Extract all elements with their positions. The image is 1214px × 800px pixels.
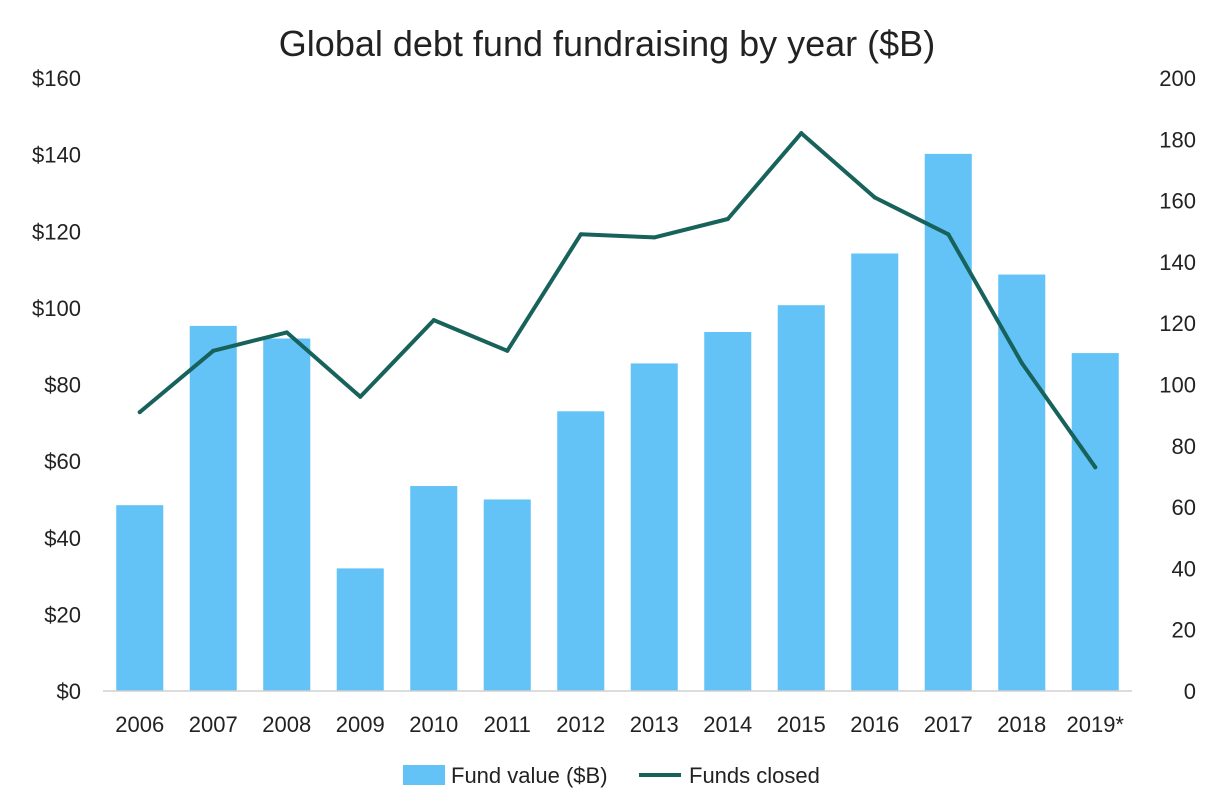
x-axis-ticks: 2006 2007 2008 2009 2010 2011 2012 2013 2014 2015… <box>115 712 1124 737</box>
bar-2018 <box>998 274 1046 691</box>
left-axis-ticks: $0 $20 $40 $60 $80 $100 $120 $140 $160 <box>32 66 81 704</box>
bar-2014 <box>704 332 752 691</box>
right-axis-ticks: 0 20 40 60 80 100 120 140 160 180 200 <box>1159 66 1196 704</box>
right-tick-label: 60 <box>1172 495 1196 520</box>
bar-2008 <box>263 338 311 691</box>
funds-closed-point-2006 <box>137 410 142 415</box>
left-tick-label: $80 <box>44 373 81 398</box>
x-tick-label: 2011 <box>484 712 531 737</box>
funds-closed-point-2015 <box>799 131 804 136</box>
funds-closed-point-2018 <box>1019 361 1024 366</box>
left-tick-label: $160 <box>32 66 81 91</box>
funds-closed-point-2010 <box>431 318 436 323</box>
bar-series <box>116 153 1119 691</box>
bar-2009 <box>336 568 384 691</box>
bar-2013 <box>630 363 678 691</box>
funds-closed-point-2013 <box>652 235 657 240</box>
x-tick-label: 2016 <box>850 712 899 737</box>
legend: Fund value ($B) Funds closed <box>403 763 820 788</box>
funds-closed-point-2011 <box>505 348 510 353</box>
left-tick-label: $20 <box>44 602 81 627</box>
funds-closed-point-2017 <box>946 232 951 237</box>
chart-title: Global debt fund fundraising by year ($B… <box>279 23 935 64</box>
right-tick-label: 100 <box>1159 373 1196 398</box>
bar-2012 <box>557 411 605 691</box>
x-tick-label: 2015 <box>777 712 826 737</box>
x-tick-label: 2017 <box>924 712 973 737</box>
left-tick-label: $120 <box>32 219 81 244</box>
x-tick-label: 2009 <box>336 712 385 737</box>
x-tick-label: 2013 <box>630 712 679 737</box>
x-tick-label: 2012 <box>556 712 605 737</box>
bar-2017 <box>924 153 972 691</box>
x-tick-label: 2018 <box>997 712 1046 737</box>
left-tick-label: $100 <box>32 296 81 321</box>
right-tick-label: 40 <box>1172 556 1196 581</box>
right-tick-label: 80 <box>1172 434 1196 459</box>
bar-2019 <box>1071 353 1119 691</box>
funds-closed-point-2016 <box>872 195 877 200</box>
bar-2011 <box>483 499 531 691</box>
legend-line-label: Funds closed <box>689 763 820 788</box>
left-tick-label: $40 <box>44 526 81 551</box>
funds-closed-line <box>137 131 1098 470</box>
x-tick-label: 2019* <box>1066 712 1124 737</box>
legend-bar-swatch <box>403 765 445 785</box>
right-tick-label: 20 <box>1172 618 1196 643</box>
line-series <box>137 131 1098 470</box>
funds-closed-point-2014 <box>725 216 730 221</box>
right-tick-label: 120 <box>1159 311 1196 336</box>
left-tick-label: $60 <box>44 449 81 474</box>
right-tick-label: 140 <box>1159 250 1196 275</box>
bar-2007 <box>189 325 237 691</box>
left-tick-label: $0 <box>57 679 81 704</box>
right-tick-label: 180 <box>1159 127 1196 152</box>
x-tick-label: 2014 <box>703 712 752 737</box>
x-tick-label: 2007 <box>189 712 238 737</box>
right-tick-label: 0 <box>1184 679 1196 704</box>
left-tick-label: $140 <box>32 143 81 168</box>
bar-2010 <box>410 486 458 691</box>
bar-2016 <box>851 253 899 691</box>
funds-closed-point-2019 <box>1093 465 1098 470</box>
bar-2006 <box>116 505 164 691</box>
right-tick-label: 200 <box>1159 66 1196 91</box>
x-tick-label: 2008 <box>262 712 311 737</box>
funds-closed-point-2007 <box>211 348 216 353</box>
x-tick-label: 2006 <box>115 712 164 737</box>
right-tick-label: 160 <box>1159 189 1196 214</box>
funds-closed-point-2008 <box>284 330 289 335</box>
legend-bar-label: Fund value ($B) <box>451 763 608 788</box>
x-tick-label: 2010 <box>409 712 458 737</box>
funds-closed-point-2009 <box>358 394 363 399</box>
bar-2015 <box>777 305 825 691</box>
funds-closed-point-2012 <box>578 232 583 237</box>
